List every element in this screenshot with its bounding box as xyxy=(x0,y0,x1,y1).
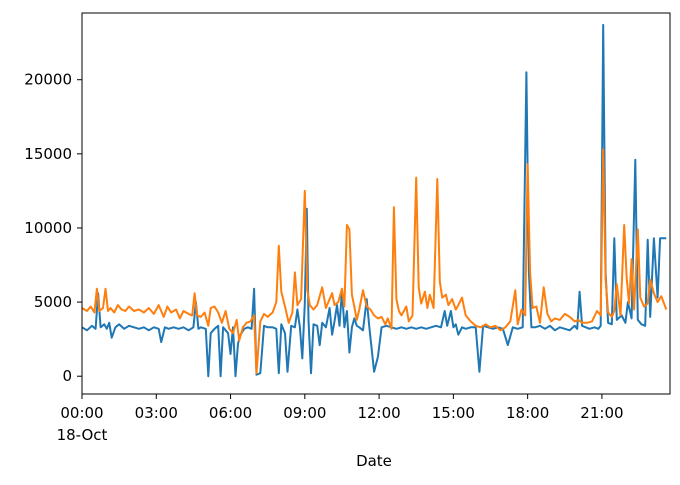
x-tick-label: 06:00 xyxy=(209,404,252,422)
x-tick-label: 15:00 xyxy=(432,404,475,422)
series-line-1 xyxy=(81,23,667,378)
x-tick-sublabel: 18-Oct xyxy=(57,426,108,444)
x-tick-label: 09:00 xyxy=(283,404,326,422)
x-tick-label: 21:00 xyxy=(580,404,623,422)
x-tick-label: 03:00 xyxy=(135,404,178,422)
y-tick-label: 20000 xyxy=(24,71,72,89)
y-tick-label: 10000 xyxy=(24,219,72,237)
x-tick-label: 18:00 xyxy=(506,404,549,422)
plot-frame xyxy=(81,12,671,395)
x-tick-label: 12:00 xyxy=(357,404,400,422)
x-axis: 00:00 18-Oct 03:00 06:00 09:00 12:00 15:00 18:0… xyxy=(57,394,624,444)
x-axis-label: Date xyxy=(356,452,392,470)
y-tick-label: 5000 xyxy=(34,293,72,311)
y-axis: 0 5000 10000 15000 20000 xyxy=(24,71,82,385)
series-layer xyxy=(81,23,668,378)
y-tick-label: 0 xyxy=(62,367,72,385)
x-tick-label: 00:00 xyxy=(60,404,103,422)
y-tick-label: 15000 xyxy=(24,145,72,163)
series-line-2 xyxy=(81,148,668,375)
